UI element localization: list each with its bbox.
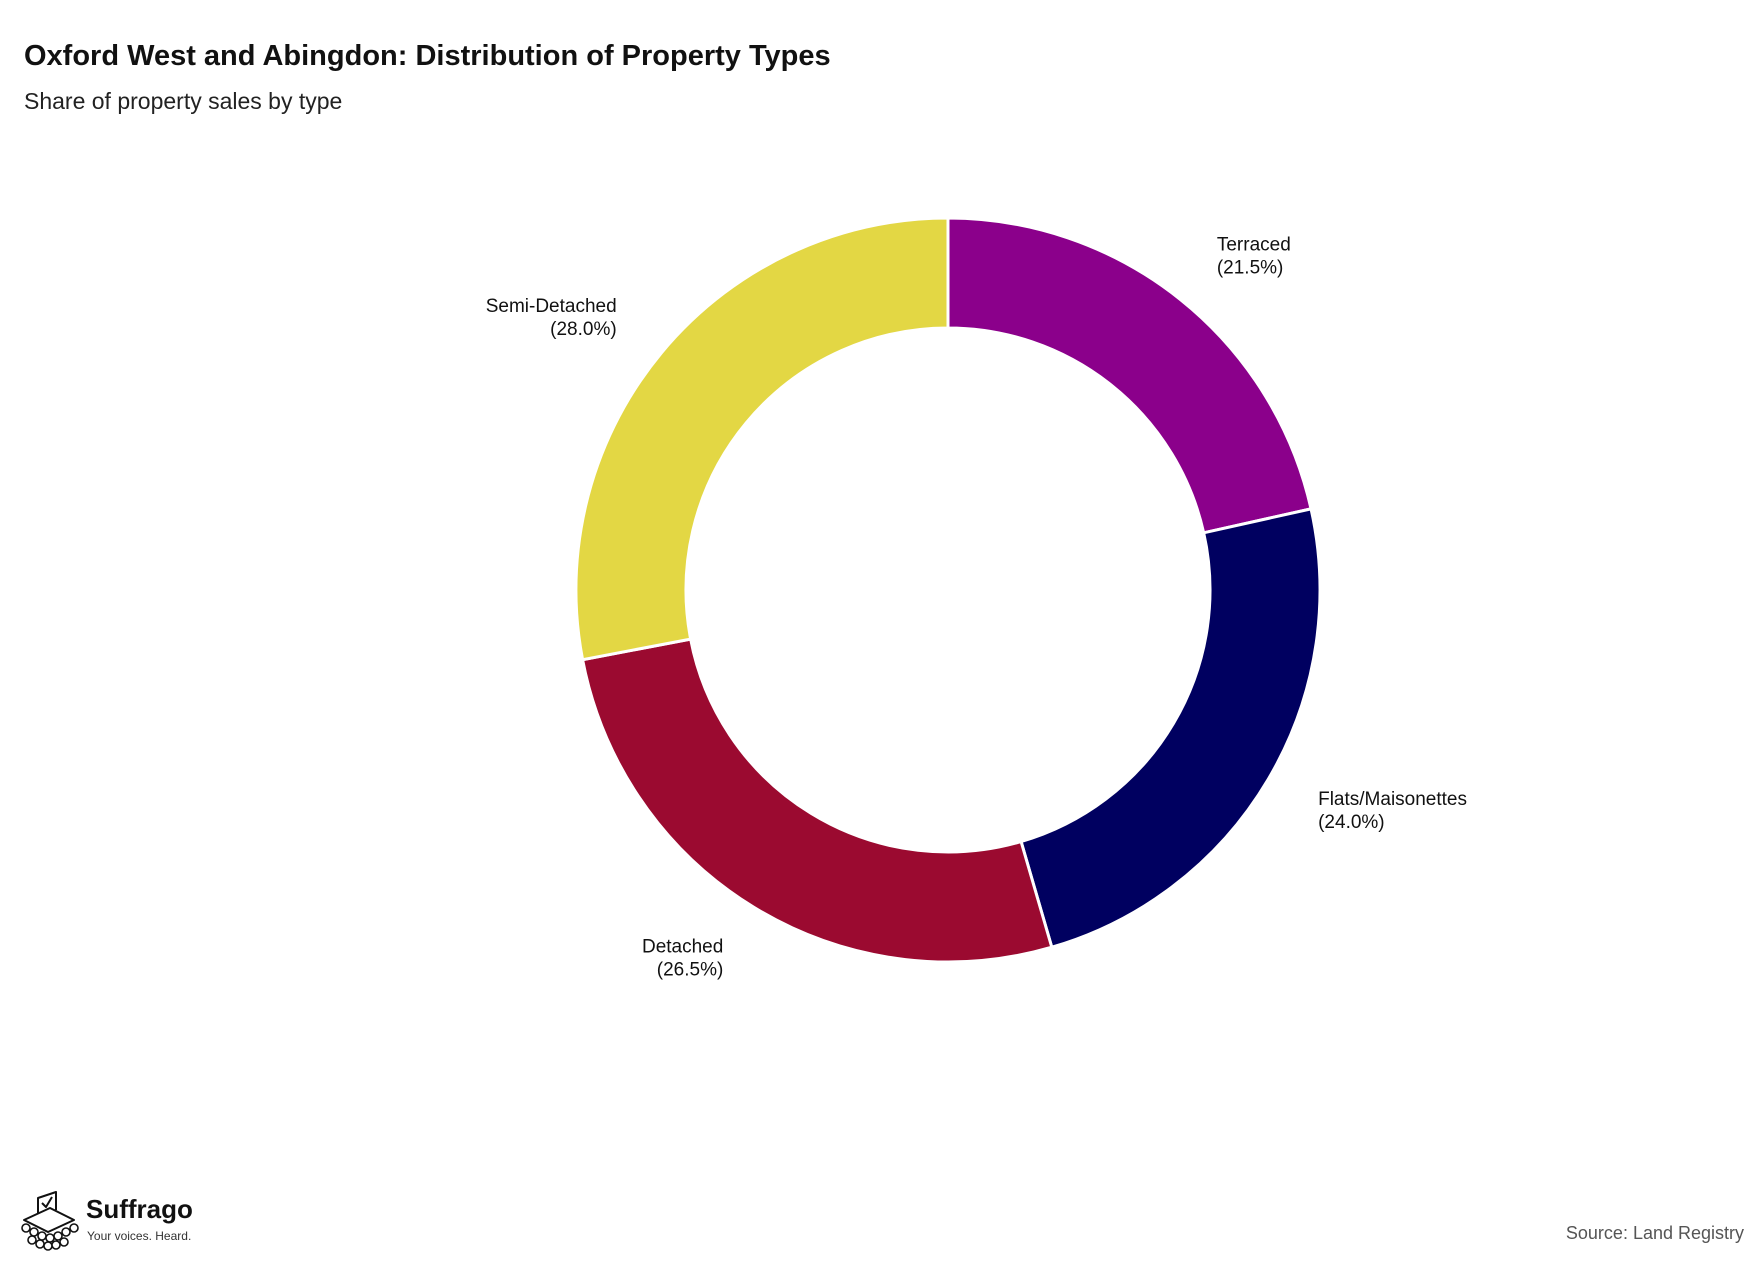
slice-label-name: Detached (642, 937, 723, 958)
slice-label-detached: Detached (26.5%) (642, 937, 723, 981)
chart-title: Oxford West and Abingdon: Distribution o… (24, 40, 831, 72)
ballot-box-crowd-icon (21, 1191, 79, 1251)
slice-label-value: (24.0%) (1318, 812, 1385, 833)
brand-tagline: Your voices. Heard. (87, 1229, 192, 1243)
slice-label-name: Flats/Maisonettes (1318, 789, 1467, 810)
slice-terraced (946, 216, 1313, 535)
slice-label-value: (28.0%) (550, 319, 617, 340)
source-note: Source: Land Registry (1565, 1223, 1744, 1243)
chart-subtitle: Share of property sales by type (24, 88, 343, 114)
slice-semi-detached (574, 216, 950, 662)
brand-logo: Suffrago Your voices. Heard. (16, 1190, 216, 1252)
slice-label-name: Terraced (1217, 234, 1291, 255)
slice-label-value: (21.5%) (1217, 257, 1284, 278)
slices-group (574, 216, 1322, 964)
slice-detached (580, 637, 1054, 964)
slice-label-name: Semi-Detached (486, 296, 617, 317)
slice-label-flats-maisonettes: Flats/Maisonettes (24.0%) (1318, 789, 1467, 833)
labels-group: Terraced (21.5%) Flats/Maisonettes (24.0%) D… (486, 234, 1467, 980)
slice-label-value: (26.5%) (657, 960, 724, 981)
brand-name: Suffrago (86, 1194, 193, 1224)
slice-label-semi-detached: Semi-Detached (28.0%) (486, 296, 617, 340)
slice-flats-maisonettes (1019, 507, 1322, 950)
slice-label-terraced: Terraced (21.5%) (1217, 234, 1291, 278)
